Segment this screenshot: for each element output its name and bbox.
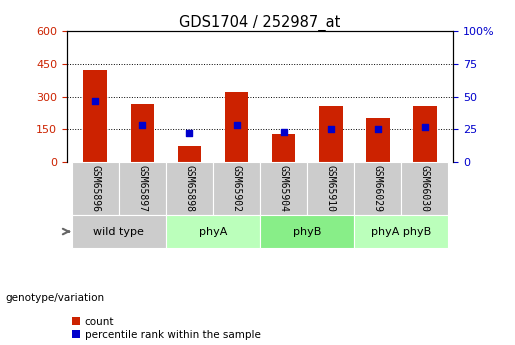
Bar — [213, 162, 260, 215]
Bar — [413, 107, 437, 162]
Bar — [319, 107, 342, 162]
Text: GSM65897: GSM65897 — [138, 165, 147, 212]
Point — [280, 129, 288, 135]
Point — [232, 123, 241, 128]
Bar — [260, 162, 307, 215]
Bar — [354, 215, 449, 248]
Bar — [166, 162, 213, 215]
Text: GSM65904: GSM65904 — [279, 165, 288, 212]
Bar — [225, 92, 248, 162]
Text: GSM65896: GSM65896 — [90, 165, 100, 212]
Point — [327, 127, 335, 132]
Text: phyA: phyA — [199, 227, 227, 237]
Bar — [307, 162, 354, 215]
Text: wild type: wild type — [93, 227, 144, 237]
Text: phyA phyB: phyA phyB — [371, 227, 432, 237]
Bar — [366, 118, 390, 162]
Title: GDS1704 / 252987_at: GDS1704 / 252987_at — [179, 15, 341, 31]
Point — [185, 131, 194, 136]
Point — [374, 127, 382, 132]
Bar — [178, 146, 201, 162]
Point — [421, 124, 429, 130]
Bar — [119, 162, 166, 215]
Legend: count, percentile rank within the sample: count, percentile rank within the sample — [72, 317, 261, 340]
Bar — [130, 104, 154, 162]
Bar — [260, 215, 354, 248]
Bar — [83, 70, 107, 162]
Bar — [272, 134, 296, 162]
Text: GSM65898: GSM65898 — [184, 165, 195, 212]
Text: phyB: phyB — [293, 227, 321, 237]
Text: genotype/variation: genotype/variation — [5, 294, 104, 303]
Bar — [401, 162, 449, 215]
Point — [138, 123, 146, 128]
Text: GSM66030: GSM66030 — [420, 165, 430, 212]
Text: GSM65910: GSM65910 — [325, 165, 336, 212]
Text: GSM66029: GSM66029 — [373, 165, 383, 212]
Bar — [354, 162, 401, 215]
Bar — [72, 215, 166, 248]
Bar — [72, 162, 119, 215]
Bar — [166, 215, 260, 248]
Point — [91, 98, 99, 103]
Text: GSM65902: GSM65902 — [232, 165, 242, 212]
